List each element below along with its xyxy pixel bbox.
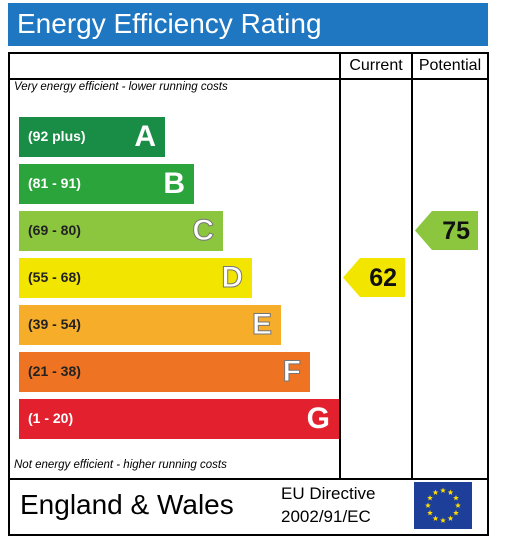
potential-column-header: Potential	[418, 57, 482, 74]
eu-star-icon	[427, 495, 433, 501]
rating-table: Current Potential Very energy efficient …	[8, 52, 489, 480]
band-range-label: (92 plus)	[28, 128, 86, 144]
band-f: (21 - 38) F	[19, 352, 310, 392]
eu-star-icon	[455, 502, 461, 508]
band-range-label: (39 - 54)	[28, 316, 81, 332]
header-divider	[10, 78, 487, 80]
potential-rating-arrow-shape	[415, 211, 478, 250]
current-rating-arrow: 62	[343, 258, 405, 297]
band-range-label: (21 - 38)	[28, 363, 81, 379]
footer: England & Wales EU Directive 2002/91/EC	[8, 478, 489, 536]
current-rating-arrow-shape	[343, 258, 405, 297]
eu-star-icon	[432, 489, 439, 495]
potential-rating-arrow: 75	[415, 211, 478, 250]
band-d: (55 - 68) D	[19, 258, 252, 298]
band-letter: D	[221, 261, 244, 295]
region-label: England & Wales	[20, 489, 234, 520]
band-letter: B	[163, 167, 185, 200]
band-b: (81 - 91) B	[19, 164, 194, 204]
band-letter: G	[306, 402, 330, 435]
eu-directive: EU Directive 2002/91/EC	[281, 482, 375, 528]
eu-star-icon	[447, 489, 454, 495]
eu-flag-icon	[414, 482, 472, 529]
eu-star-icon	[427, 510, 433, 516]
eu-star-icon	[425, 502, 431, 508]
eu-star-icon	[432, 515, 439, 521]
potential-rating-arrow-value: 75	[442, 217, 470, 245]
bottom-note: Not energy efficient - higher running co…	[14, 459, 227, 471]
eu-star-icon	[440, 517, 446, 523]
eu-star-icon	[453, 495, 459, 501]
potential-column-divider	[411, 54, 413, 478]
band-g: (1 - 20) G	[19, 399, 339, 439]
directive-line-2: 2002/91/EC	[281, 507, 371, 526]
current-column-header: Current	[349, 57, 403, 74]
top-note: Very energy efficient - lower running co…	[14, 81, 228, 93]
band-c: (69 - 80) C	[19, 211, 223, 251]
band-letter: F	[282, 355, 301, 389]
eu-star-icon	[453, 510, 459, 516]
band-letter: E	[251, 308, 272, 342]
eu-star-icon	[440, 487, 446, 493]
band-e: (39 - 54) E	[19, 305, 281, 345]
chart-title: Energy Efficiency Rating	[17, 8, 322, 39]
band-range-label: (55 - 68)	[28, 269, 81, 285]
band-letter: A	[134, 120, 156, 153]
current-column-divider	[339, 54, 341, 478]
directive-line-1: EU Directive	[281, 484, 376, 503]
band-range-label: (69 - 80)	[28, 222, 81, 238]
band-range-label: (1 - 20)	[28, 410, 74, 426]
eu-star-icon	[447, 515, 454, 521]
band-a: (92 plus) A	[19, 117, 165, 157]
title-bar: Energy Efficiency Rating	[8, 3, 488, 46]
band-letter: C	[192, 214, 215, 248]
band-range-label: (81 - 91)	[28, 175, 81, 191]
current-rating-arrow-value: 62	[369, 264, 397, 292]
